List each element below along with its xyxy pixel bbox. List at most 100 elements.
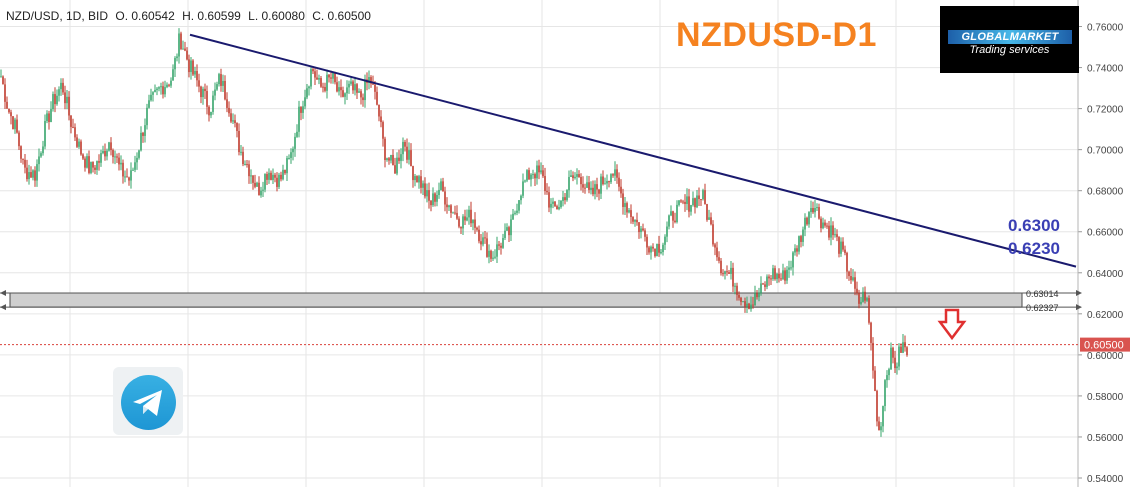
candle-body [436,195,438,202]
candle-body [642,228,644,231]
candle-body [764,284,766,287]
candle-body [760,283,762,294]
candle-body [506,227,508,231]
candle-body [130,170,132,181]
candle-body [628,210,630,213]
candle-body [218,74,220,85]
candle-body [42,146,44,154]
candle-body [782,270,784,280]
candle-body [364,79,366,101]
candle-body [516,210,518,213]
candle-body [572,175,574,179]
candle-body [330,77,332,79]
candle-body [680,200,682,202]
candle-body [400,154,402,161]
candle-body [710,217,712,225]
candle-body [270,172,272,180]
candle-body [28,172,30,180]
candle-body [814,208,816,213]
candle-body [502,237,504,248]
y-tick-label: 0.72000 [1087,105,1124,116]
candle-body [198,80,200,87]
candle-body [416,176,418,183]
candle-body [252,175,254,183]
candle-body [48,113,50,123]
telegram-icon[interactable] [113,367,183,435]
candle-body [826,225,828,227]
candle-body [900,346,902,353]
candle-body [226,99,228,108]
candle-body [202,88,204,98]
candle-body [46,113,48,122]
candle-body [792,252,794,268]
candle-body [718,257,720,261]
candle-body [142,132,144,136]
candle-body [564,197,566,201]
candle-body [314,71,316,78]
candle-body [716,247,718,258]
candle-body [246,163,248,165]
candle-body [872,342,874,371]
candle-body [274,174,276,178]
candle-body [140,132,142,151]
candle-body [406,146,408,160]
candle-body [754,293,756,306]
candle-body [418,176,420,183]
candle-body [740,297,742,302]
candle-body [498,244,500,246]
candle-body [854,277,856,289]
candle-body [166,84,168,88]
candle-body [154,89,156,93]
candle-body [176,56,178,59]
candle-body [282,169,284,180]
candle-body [334,72,336,83]
candle-body [474,219,476,228]
candle-body [100,153,102,163]
candle-body [818,207,820,219]
candle-body [612,174,614,176]
candle-body [870,322,872,343]
candle-body [434,193,436,202]
candle-body [346,87,348,94]
candle-body [104,150,106,157]
candle-body [214,89,216,96]
high-value: H. 0.60599 [182,9,241,23]
candle-body [488,250,490,257]
candle-body [708,217,710,220]
candle-body [586,182,588,188]
candle-body [138,150,140,158]
ohlc-header: NZD/USD, 1D, BID O. 0.60542 H. 0.60599 L… [6,9,375,23]
candle-body [310,69,312,87]
candle-body [894,357,896,369]
candle-body [668,215,670,227]
candle-body [452,212,454,214]
candle-body [862,291,864,302]
candle-body [704,190,706,205]
candle-body [16,119,18,133]
candle-body [464,216,466,221]
candle-body [644,230,646,237]
candle-body [816,207,818,209]
y-tick-label: 0.68000 [1087,187,1124,198]
candle-body [368,77,370,83]
candle-body [58,89,60,96]
candle-body [848,271,850,277]
candle-body [208,106,210,116]
candle-body [262,189,264,191]
candle-body [670,211,672,216]
candle-body [462,216,464,229]
candle-body [200,86,202,98]
candle-body [828,225,830,238]
candle-body [18,132,20,147]
candle-body [840,241,842,254]
candle-body [44,121,46,147]
trendline [189,33,1077,268]
candle-body [768,276,770,279]
candle-body [532,174,534,176]
candle-body [574,176,576,179]
candle-body [312,69,314,72]
candle-body [178,33,180,57]
candle-body [648,247,650,253]
